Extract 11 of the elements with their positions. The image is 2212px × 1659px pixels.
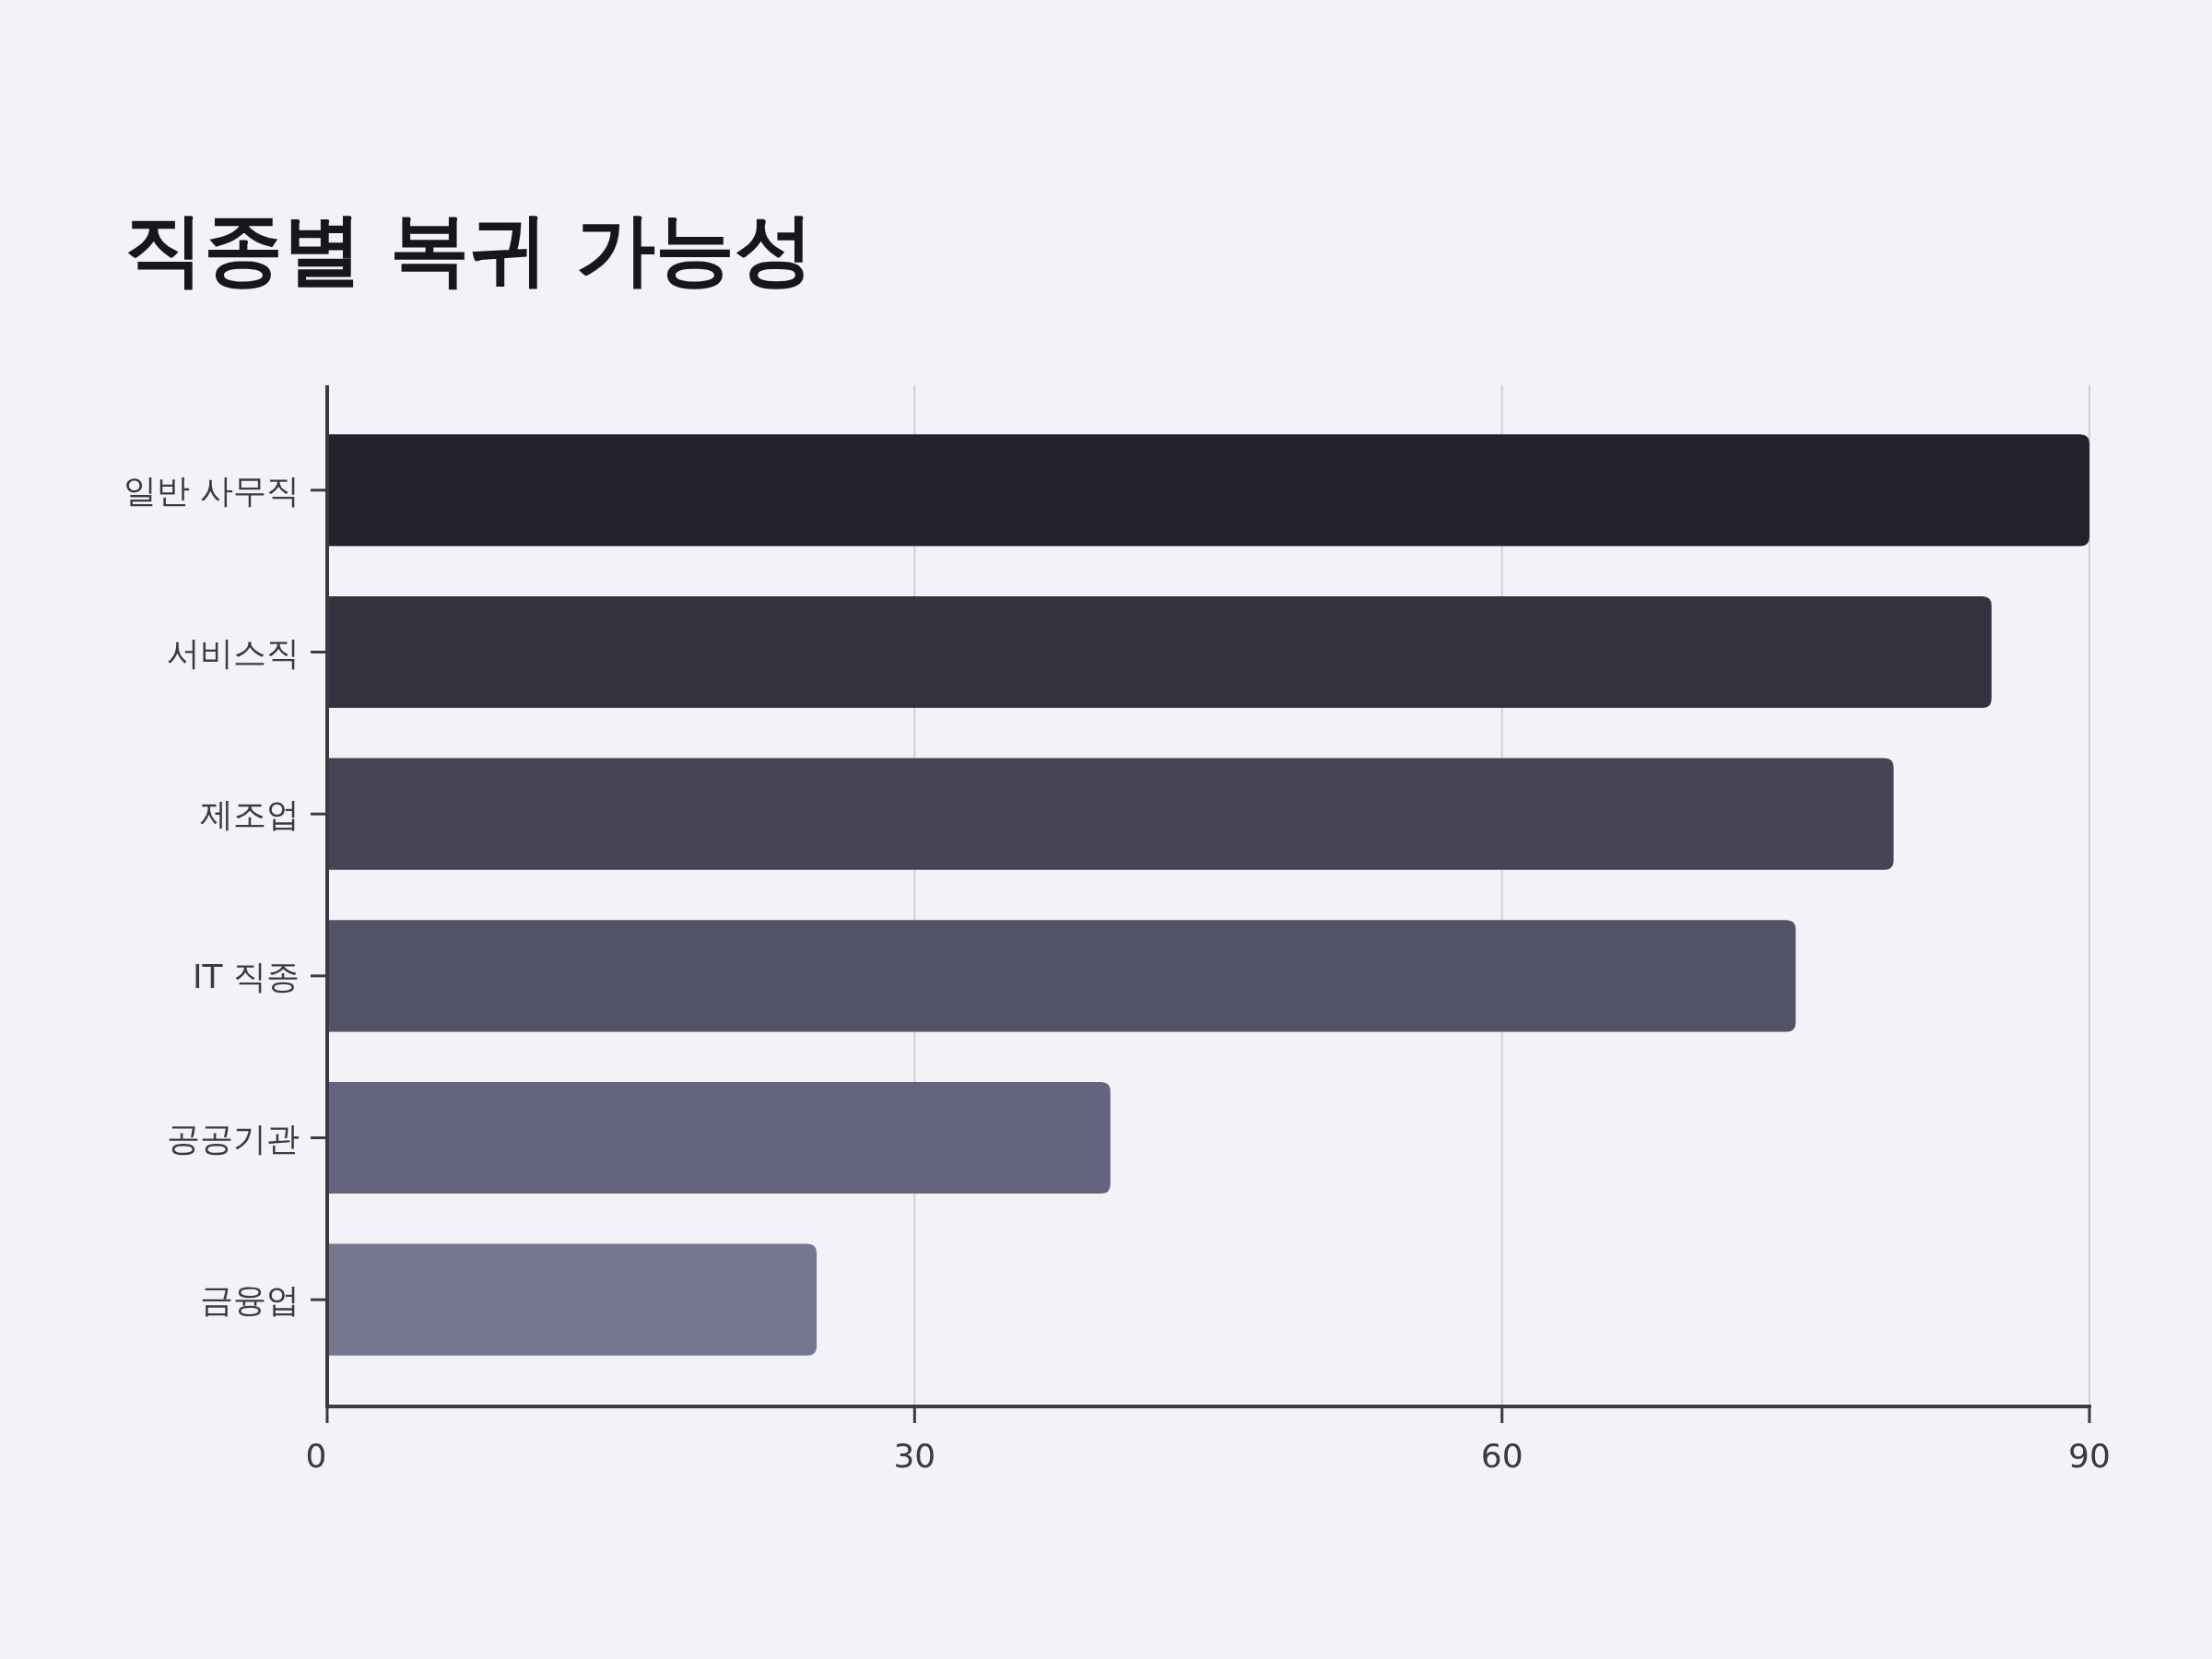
y-tick-label: 서비스직 (167, 633, 300, 672)
x-tick-label: 0 (305, 1437, 327, 1475)
x-tick-label: 30 (893, 1437, 936, 1475)
y-tick-label: 제조업 (200, 795, 300, 834)
y-tick-label: 금융업 (200, 1281, 300, 1320)
y-tick-label: 일반 사무직 (123, 471, 300, 510)
chart-title: 직종별 복귀 가능성 (124, 203, 814, 295)
x-tick-label: 60 (1480, 1437, 1524, 1475)
y-tick-label: IT 직종 (192, 957, 300, 995)
x-tick-label: 90 (2068, 1437, 2111, 1475)
y-tick-label: 공공기관 (167, 1119, 300, 1158)
